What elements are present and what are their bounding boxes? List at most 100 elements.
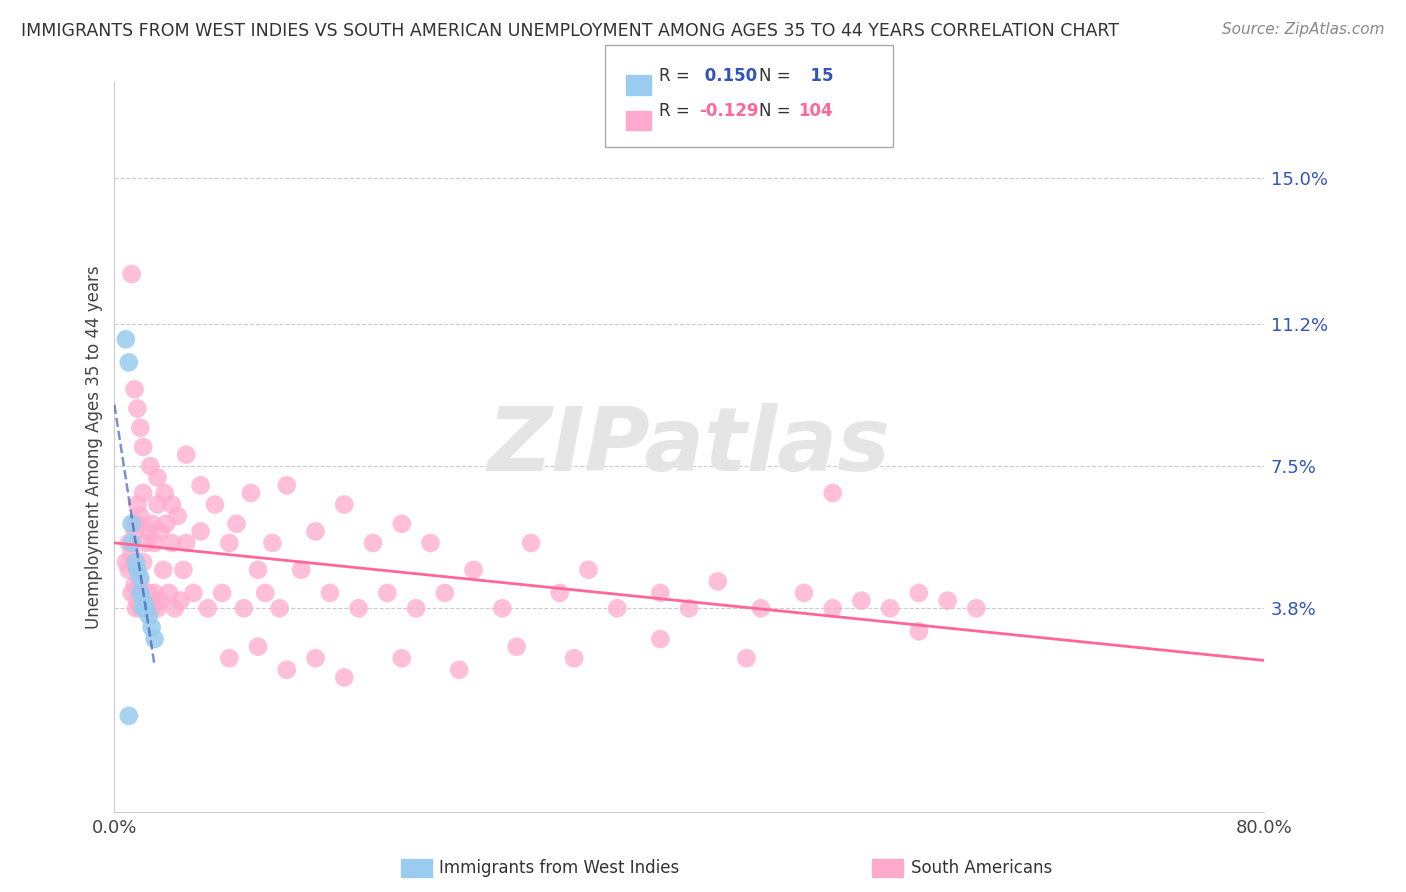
Point (121, 536, 143, 550)
Point (276, 663, 298, 677)
Point (115, 332, 138, 346)
Point (143, 632, 166, 646)
Text: IMMIGRANTS FROM WEST INDIES VS SOUTH AMERICAN UNEMPLOYMENT AMONG AGES 35 TO 44 Y: IMMIGRANTS FROM WEST INDIES VS SOUTH AME… (21, 22, 1119, 40)
Point (391, 651, 413, 665)
Point (650, 586, 672, 600)
Point (232, 601, 254, 615)
Point (169, 593, 191, 607)
Text: Immigrants from West Indies: Immigrants from West Indies (439, 859, 679, 877)
Text: South Americans: South Americans (911, 859, 1052, 877)
Point (239, 486, 262, 500)
Text: 0.150: 0.150 (699, 67, 756, 85)
Point (129, 570, 152, 584)
Point (132, 601, 155, 615)
Point (125, 516, 148, 531)
Point (347, 601, 370, 615)
Point (419, 536, 441, 550)
Point (491, 601, 513, 615)
Point (124, 578, 146, 592)
Point (124, 524, 146, 539)
Point (121, 516, 143, 531)
Point (152, 563, 174, 577)
Point (135, 601, 157, 615)
Point (391, 516, 413, 531)
Point (121, 586, 143, 600)
Point (132, 486, 155, 500)
Point (821, 486, 844, 500)
Point (225, 516, 247, 531)
Point (821, 601, 844, 615)
Point (121, 267, 143, 281)
Point (606, 601, 628, 615)
Point (211, 586, 233, 600)
Point (143, 586, 166, 600)
Point (433, 586, 456, 600)
Point (127, 401, 149, 416)
Point (141, 620, 163, 634)
Point (115, 555, 138, 569)
Text: Source: ZipAtlas.com: Source: ZipAtlas.com (1222, 22, 1385, 37)
Point (707, 574, 730, 589)
Point (146, 498, 169, 512)
Point (405, 601, 427, 615)
Point (132, 555, 155, 569)
Point (143, 536, 166, 550)
Point (132, 593, 155, 607)
Text: N =: N = (759, 103, 796, 120)
Point (146, 601, 169, 615)
Text: R =: R = (659, 67, 696, 85)
Point (319, 586, 342, 600)
Point (735, 651, 758, 665)
Point (129, 574, 152, 589)
Point (118, 355, 141, 369)
Point (254, 586, 277, 600)
Point (965, 601, 987, 615)
Point (204, 498, 226, 512)
Text: R =: R = (659, 103, 696, 120)
Text: 104: 104 (799, 103, 834, 120)
Point (163, 601, 186, 615)
Point (520, 536, 543, 550)
Point (247, 563, 270, 577)
Point (879, 601, 901, 615)
Point (548, 586, 571, 600)
Point (333, 670, 356, 684)
Point (125, 555, 148, 569)
Point (132, 440, 155, 454)
Text: -0.129: -0.129 (699, 103, 758, 120)
Point (127, 498, 149, 512)
Point (190, 524, 212, 539)
Point (129, 509, 152, 524)
Point (127, 563, 149, 577)
Point (505, 640, 527, 654)
Point (160, 498, 183, 512)
Y-axis label: Unemployment Among Ages 35 to 44 years: Unemployment Among Ages 35 to 44 years (86, 265, 103, 629)
Point (139, 459, 162, 474)
Point (463, 563, 485, 577)
Point (908, 586, 931, 600)
Point (135, 536, 157, 550)
Point (149, 524, 172, 539)
Point (262, 536, 284, 550)
Point (936, 593, 959, 607)
Point (129, 586, 152, 600)
Point (290, 563, 312, 577)
Point (118, 709, 141, 723)
Point (149, 593, 172, 607)
Point (269, 601, 291, 615)
Point (562, 651, 585, 665)
Point (276, 478, 298, 492)
Point (449, 663, 471, 677)
Point (118, 536, 141, 550)
Point (160, 536, 183, 550)
Point (129, 420, 152, 434)
Point (172, 563, 194, 577)
Point (190, 478, 212, 492)
Text: 15: 15 (799, 67, 834, 85)
Point (166, 509, 188, 524)
Point (125, 601, 148, 615)
Point (138, 586, 160, 600)
Point (851, 593, 873, 607)
Point (138, 524, 160, 539)
Point (157, 586, 180, 600)
